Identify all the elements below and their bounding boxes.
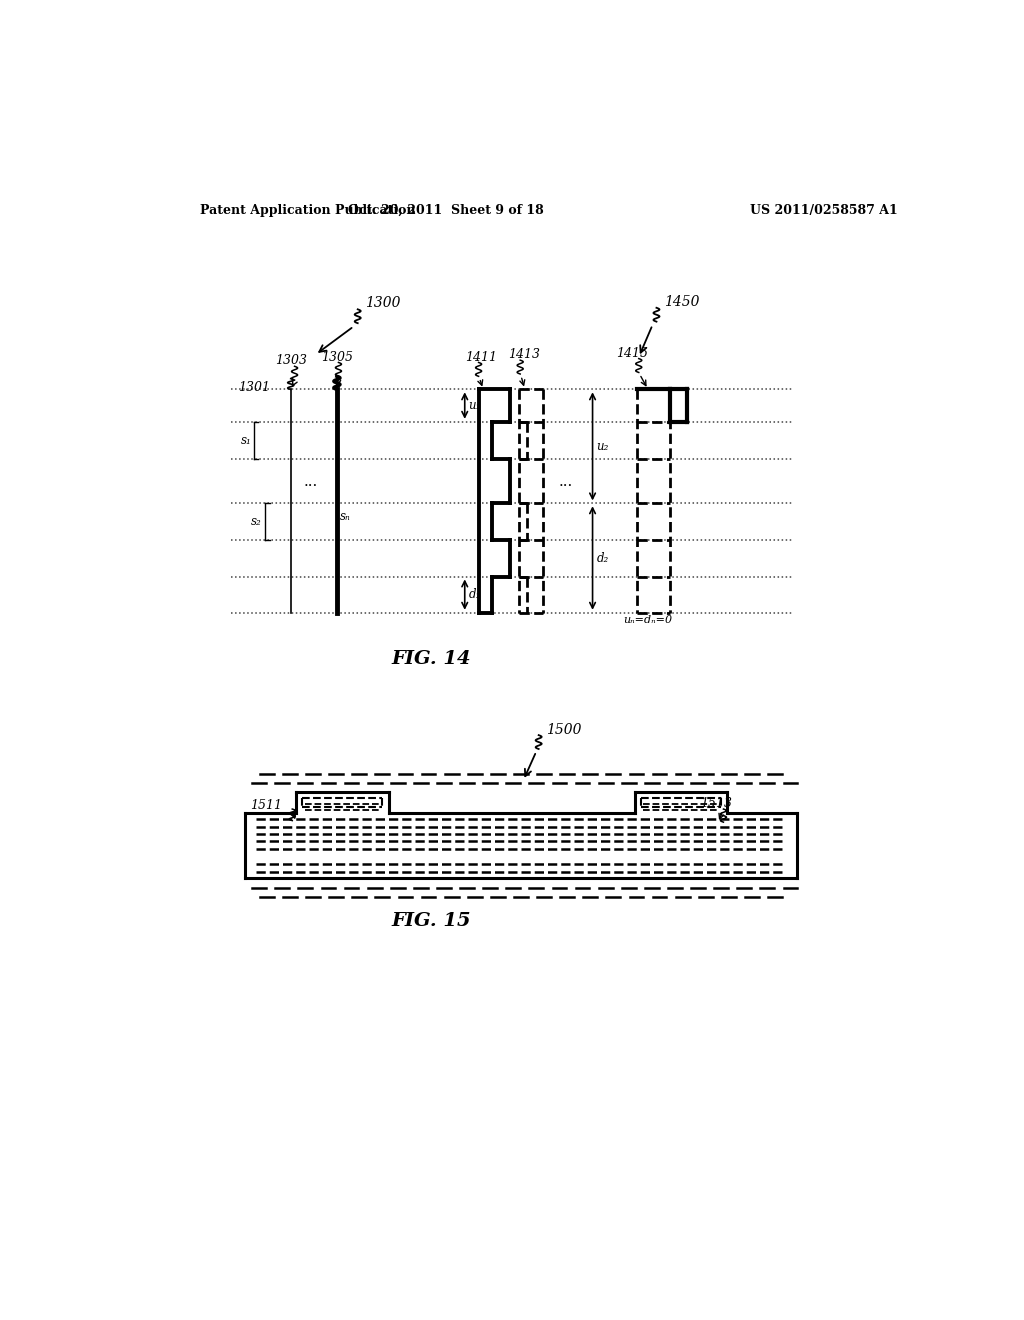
Text: sₙ: sₙ	[340, 510, 351, 523]
Text: 1303: 1303	[275, 354, 307, 367]
Text: 1500: 1500	[547, 723, 582, 737]
Text: ...: ...	[559, 475, 573, 488]
Text: s₁: s₁	[241, 434, 252, 446]
Text: d₁: d₁	[469, 587, 481, 601]
Text: 1305: 1305	[322, 351, 353, 363]
Text: US 2011/0258587 A1: US 2011/0258587 A1	[750, 205, 897, 218]
Text: 1511: 1511	[250, 799, 282, 812]
Text: 1301: 1301	[239, 380, 270, 393]
Text: FIG. 15: FIG. 15	[391, 912, 471, 929]
Text: ...: ...	[304, 475, 318, 488]
Text: uₙ=dₙ=0: uₙ=dₙ=0	[624, 615, 673, 626]
Text: 1513: 1513	[700, 797, 732, 810]
Text: u₁: u₁	[469, 399, 481, 412]
Text: d₂: d₂	[596, 552, 608, 565]
Text: Patent Application Publication: Patent Application Publication	[200, 205, 416, 218]
Text: 1300: 1300	[366, 296, 401, 310]
Text: s₂: s₂	[251, 515, 261, 528]
Text: Oct. 20, 2011  Sheet 9 of 18: Oct. 20, 2011 Sheet 9 of 18	[348, 205, 544, 218]
Text: 1450: 1450	[665, 294, 699, 309]
Text: u₂: u₂	[596, 440, 609, 453]
Text: 1411: 1411	[465, 351, 497, 363]
Text: 1413: 1413	[508, 348, 540, 362]
Text: 1415: 1415	[615, 347, 647, 360]
Text: FIG. 14: FIG. 14	[391, 649, 471, 668]
